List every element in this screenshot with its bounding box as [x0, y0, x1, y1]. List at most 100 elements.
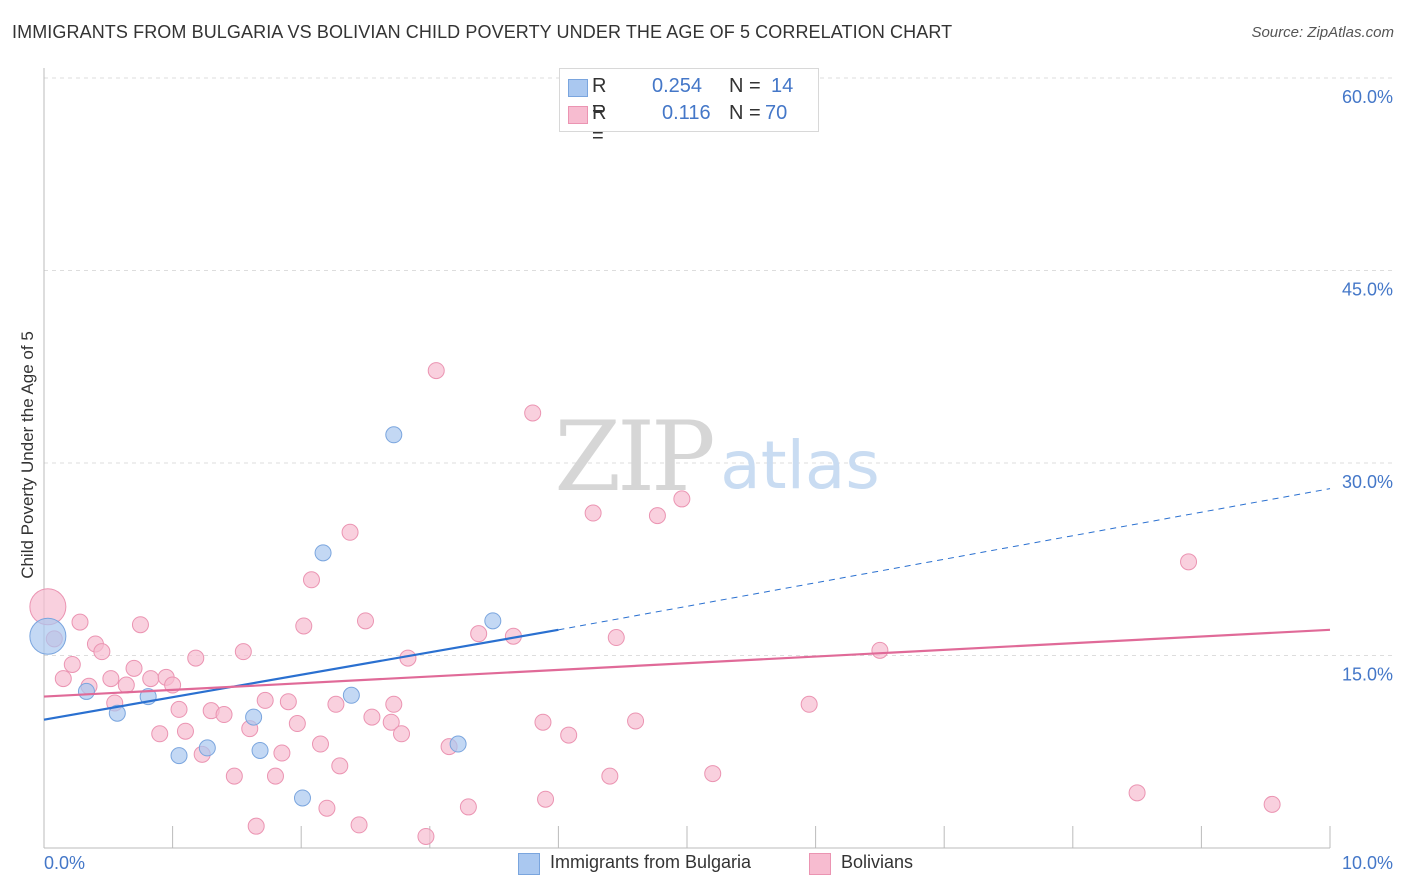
bolivians-point	[341, 523, 359, 541]
bolivians-point	[537, 790, 555, 808]
bulgaria-point	[449, 735, 467, 753]
bolivians-point	[800, 695, 818, 713]
bulgaria-swatch	[518, 853, 540, 875]
bolivians-point	[247, 817, 265, 835]
r-value: 0.116	[662, 102, 711, 124]
bulgaria-point	[29, 617, 67, 655]
bolivians-point	[648, 507, 666, 525]
bolivians-point	[279, 693, 297, 711]
bolivians-point	[417, 827, 435, 845]
n-value: 14	[771, 75, 794, 97]
bolivians-point	[54, 670, 72, 688]
bolivians-point	[125, 659, 143, 677]
bolivians-point	[1263, 795, 1281, 813]
watermark-zip: ZIP	[554, 401, 713, 513]
bolivians-point	[295, 617, 313, 635]
bolivians-point	[327, 695, 345, 713]
bolivians-point	[331, 757, 349, 775]
bolivians-point	[302, 571, 320, 589]
bulgaria-point	[342, 686, 360, 704]
trend-lines	[43, 488, 1331, 721]
bolivians-point	[1180, 553, 1198, 571]
bolivians-point	[357, 612, 374, 630]
bolivians-point	[93, 643, 111, 661]
bulgaria-trend-extension	[558, 488, 1331, 631]
bolivians-point	[350, 816, 368, 834]
bolivians-point	[393, 725, 411, 743]
bulgaria-point	[77, 682, 95, 700]
legend-label: Immigrants from Bulgaria	[550, 852, 752, 872]
x-tick-label: 10.0%	[1342, 853, 1393, 873]
bolivians-point	[170, 700, 188, 718]
bolivians-point	[607, 629, 625, 647]
bolivians-point	[63, 655, 81, 673]
axes	[43, 68, 1331, 849]
bolivians-point	[71, 613, 89, 631]
bolivians-swatch	[809, 853, 831, 875]
bolivians-point	[234, 643, 252, 661]
legend-item-bulgaria[interactable]: Immigrants from Bulgaria	[518, 852, 752, 875]
bolivians-point	[142, 670, 160, 688]
y-tick-label: 30.0%	[1342, 472, 1393, 492]
bolivians-point	[601, 767, 619, 785]
bolivians-point	[363, 708, 381, 726]
bolivians-point	[534, 713, 552, 731]
bulgaria-point	[245, 708, 263, 726]
bolivians-point	[187, 649, 205, 667]
bolivians-point	[1128, 784, 1146, 802]
bolivians-point	[311, 735, 329, 753]
bolivians-point	[584, 504, 602, 522]
series-legend: Immigrants from Bulgaria Bolivians	[0, 852, 1406, 878]
bolivians-point	[176, 722, 194, 740]
watermark: ZIP atlas	[554, 401, 879, 513]
bulgaria-point	[385, 426, 403, 444]
bolivians-point	[117, 676, 135, 694]
correlation-legend: R = 0.254 N = 14 R = 0.116 N = 70	[559, 68, 819, 147]
bulgaria-point	[293, 789, 311, 807]
bolivians-point	[385, 695, 403, 713]
legend-label: Bolivians	[841, 852, 914, 872]
bulgaria-point	[198, 739, 216, 757]
data-points	[29, 92, 1281, 845]
bolivians-point	[288, 715, 306, 733]
bolivians-point	[704, 765, 722, 783]
bolivians-point	[225, 767, 243, 785]
n-label: N =	[729, 102, 761, 124]
bolivians-point	[318, 799, 336, 817]
bolivians-point	[151, 725, 169, 743]
r-value: 0.254	[652, 75, 703, 97]
watermark-atlas: atlas	[720, 427, 880, 504]
n-label: N =	[729, 75, 761, 97]
bolivians-point	[871, 641, 889, 659]
bolivians-point	[524, 404, 542, 422]
bolivians-trend-line	[43, 628, 1331, 698]
y-tick-label: 15.0%	[1342, 665, 1393, 685]
chart-title: IMMIGRANTS FROM BULGARIA VS BOLIVIAN CHI…	[12, 22, 953, 42]
x-tick-label: 0.0%	[44, 853, 85, 873]
legend-item-bolivians[interactable]: Bolivians	[809, 852, 914, 875]
bolivians-point	[256, 691, 274, 709]
bolivians-swatch	[568, 106, 588, 124]
y-tick-label: 45.0%	[1342, 280, 1393, 300]
bulgaria-point	[484, 612, 502, 630]
bulgaria-point	[314, 544, 332, 562]
bolivians-point	[560, 726, 578, 744]
tick-labels: 15.0% 30.0% 45.0% 60.0% 0.0% 10.0%	[44, 87, 1393, 873]
bolivians-point	[382, 713, 400, 731]
bulgaria-trend-line	[43, 628, 559, 721]
bolivians-point	[131, 616, 149, 634]
bulgaria-point	[108, 704, 126, 722]
r-label: R =	[592, 102, 607, 147]
bolivians-point	[273, 744, 291, 762]
bolivians-point	[673, 490, 691, 508]
bolivians-point	[459, 798, 477, 816]
r-label: R =	[592, 75, 607, 120]
bolivians-point	[102, 670, 120, 688]
bolivians-point	[215, 706, 233, 724]
bolivians-point	[627, 712, 645, 730]
source-label: Source: ZipAtlas.com	[1251, 24, 1394, 41]
bolivians-point	[427, 362, 445, 380]
y-tick-label: 60.0%	[1342, 87, 1393, 107]
n-value: 70	[765, 102, 788, 124]
